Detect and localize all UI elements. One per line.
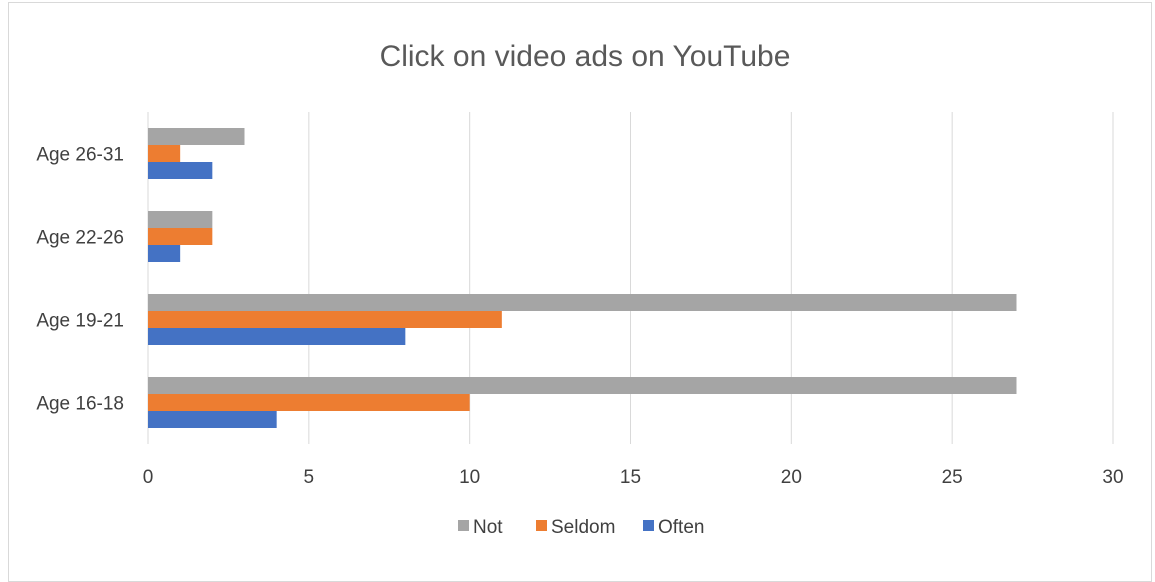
category-label: Age 19-21 — [36, 311, 124, 332]
bar-often-age-26-31 — [148, 162, 213, 179]
x-tick-label: 20 — [781, 467, 802, 488]
chart-frame — [8, 2, 1152, 582]
bar-not-age-19-21 — [148, 294, 1017, 311]
legend-label-often: Often — [658, 517, 704, 538]
x-tick-label: 0 — [143, 467, 154, 488]
legend: Not Seldom Often — [458, 517, 704, 538]
bar-seldom-age-22-26 — [148, 228, 213, 245]
category-label: Age 26-31 — [36, 145, 124, 166]
bar-often-age-19-21 — [148, 328, 406, 345]
legend-swatch-often — [643, 520, 654, 531]
bar-not-age-26-31 — [148, 128, 245, 145]
legend-label-seldom: Seldom — [551, 517, 615, 538]
bar-not-age-16-18 — [148, 377, 1017, 394]
x-tick-labels: 0 5 10 15 20 25 30 — [143, 467, 1124, 488]
x-tick-label: 30 — [1102, 467, 1123, 488]
x-tick-label: 5 — [304, 467, 315, 488]
bar-seldom-age-16-18 — [148, 394, 470, 411]
bar-seldom-age-19-21 — [148, 311, 502, 328]
bars — [148, 128, 1017, 428]
x-tick-label: 15 — [620, 467, 641, 488]
x-tick-label: 25 — [942, 467, 963, 488]
legend-swatch-not — [458, 520, 469, 531]
legend-swatch-seldom — [536, 520, 547, 531]
chart-title: Click on video ads on YouTube — [380, 40, 791, 73]
bar-chart: Click on video ads on YouTube Age 16-18A… — [36, 40, 1124, 538]
legend-label-not: Not — [473, 517, 503, 538]
category-labels: Age 16-18 Age 19-21 Age 22-26 Age 26-31 — [36, 145, 124, 415]
x-tick-label: 10 — [459, 467, 480, 488]
bar-not-age-22-26 — [148, 211, 213, 228]
bar-seldom-age-26-31 — [148, 145, 181, 162]
bar-often-age-22-26 — [148, 245, 181, 262]
bar-often-age-16-18 — [148, 411, 277, 428]
category-label: Age 16-18 — [36, 394, 124, 415]
category-label: Age 22-26 — [36, 228, 124, 249]
